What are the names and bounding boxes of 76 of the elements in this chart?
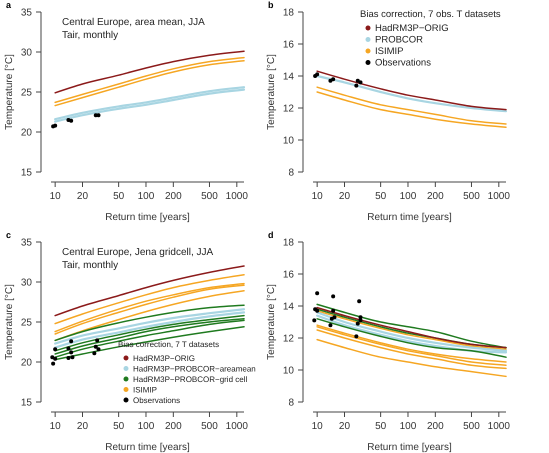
x-tick-label: 50 [375, 191, 387, 202]
x-tick-label: 1000 [226, 421, 248, 432]
annotation: Tair, monthly [62, 30, 118, 41]
y-tick-label: 15 [20, 398, 32, 408]
x-tick-label: 200 [426, 191, 444, 202]
y-tick-label: 8 [288, 398, 294, 408]
legend-label: ISIMIP [133, 386, 158, 394]
x-axis-title: Return time [years] [105, 212, 190, 223]
x-tick-label: 10 [50, 191, 62, 202]
legend-label: HadRM3P−ORIG [133, 354, 196, 363]
legend-label: HadRM3P−PROBCOR−grid cell [133, 375, 248, 384]
y-tick-label: 30 [20, 48, 32, 58]
x-tick-label: 20 [338, 191, 350, 202]
x-tick-label: 10 [312, 191, 324, 202]
legend-label: Observations [375, 58, 432, 68]
y-tick-label: 18 [282, 238, 294, 248]
x-tick-label: 10 [50, 421, 62, 432]
y-tick-label: 25 [20, 88, 32, 98]
chart-title: a [6, 0, 12, 10]
y-tick-label: 25 [20, 318, 32, 328]
y-tick-label: 12 [282, 104, 294, 114]
y-axis-title: Temperature [°C] [4, 284, 15, 360]
y-tick-label: 20 [20, 128, 32, 138]
legend-label: ISIMIP [375, 46, 404, 57]
y-axis-title: Temperature [°C] [4, 54, 15, 130]
y-tick-label: 18 [282, 8, 294, 18]
x-tick-label: 1000 [226, 191, 248, 202]
x-tick-label: 100 [138, 191, 155, 202]
x-tick-label: 500 [463, 421, 480, 432]
legend-label: HadRM3P−ORIG [375, 23, 449, 34]
y-tick-label: 14 [282, 72, 294, 82]
legend-label: HadRM3P−PROBCOR−areamean [133, 364, 256, 374]
y-tick-label: 8 [288, 168, 294, 178]
chart-title: d [268, 230, 274, 240]
y-tick-label: 35 [20, 8, 32, 18]
x-tick-label: 500 [201, 421, 218, 432]
y-tick-label: 16 [282, 40, 294, 50]
x-tick-label: 20 [338, 421, 350, 432]
x-tick-label: 500 [201, 191, 218, 202]
x-tick-label: 1000 [488, 191, 510, 202]
y-tick-label: 10 [282, 136, 294, 146]
chart-title: c [6, 230, 12, 240]
x-tick-label: 200 [164, 421, 182, 432]
annotation: Tair, monthly [62, 260, 118, 271]
chart-title: b [268, 0, 274, 10]
x-tick-label: 50 [375, 421, 387, 432]
legend-label: PROBCOR [375, 34, 424, 46]
x-tick-label: 20 [76, 191, 88, 202]
x-tick-label: 10 [312, 421, 324, 432]
x-tick-label: 100 [400, 421, 417, 432]
y-tick-label: 30 [20, 278, 32, 288]
x-axis-title: Return time [years] [367, 442, 452, 453]
y-tick-label: 14 [282, 302, 294, 312]
x-tick-label: 100 [400, 191, 417, 202]
x-axis-title: Return time [years] [367, 212, 452, 223]
x-tick-label: 500 [463, 191, 480, 202]
y-tick-label: 16 [282, 270, 294, 280]
x-tick-label: 200 [164, 191, 182, 202]
y-axis-title: Temperature [°C] [266, 54, 277, 130]
y-tick-label: 12 [282, 334, 294, 344]
y-axis-title: Temperature [°C] [266, 284, 277, 360]
legend-title: Bias correction, 7 obs. T datasets [360, 9, 501, 20]
x-tick-label: 50 [113, 191, 125, 202]
y-tick-label: 15 [20, 168, 32, 178]
x-tick-label: 50 [113, 421, 125, 432]
x-tick-label: 200 [426, 421, 444, 432]
x-tick-label: 100 [138, 421, 155, 432]
y-tick-label: 20 [20, 358, 32, 368]
x-tick-label: 20 [76, 421, 88, 432]
y-tick-label: 35 [20, 238, 32, 248]
x-axis-title: Return time [years] [105, 442, 190, 453]
legend-label: Observations [133, 396, 180, 405]
annotation: Central Europe, Jena gridcell, JJA [62, 247, 214, 258]
y-tick-label: 10 [282, 366, 294, 376]
x-tick-label: 1000 [488, 421, 510, 432]
annotation: Central Europe, area mean, JJA [62, 17, 206, 28]
